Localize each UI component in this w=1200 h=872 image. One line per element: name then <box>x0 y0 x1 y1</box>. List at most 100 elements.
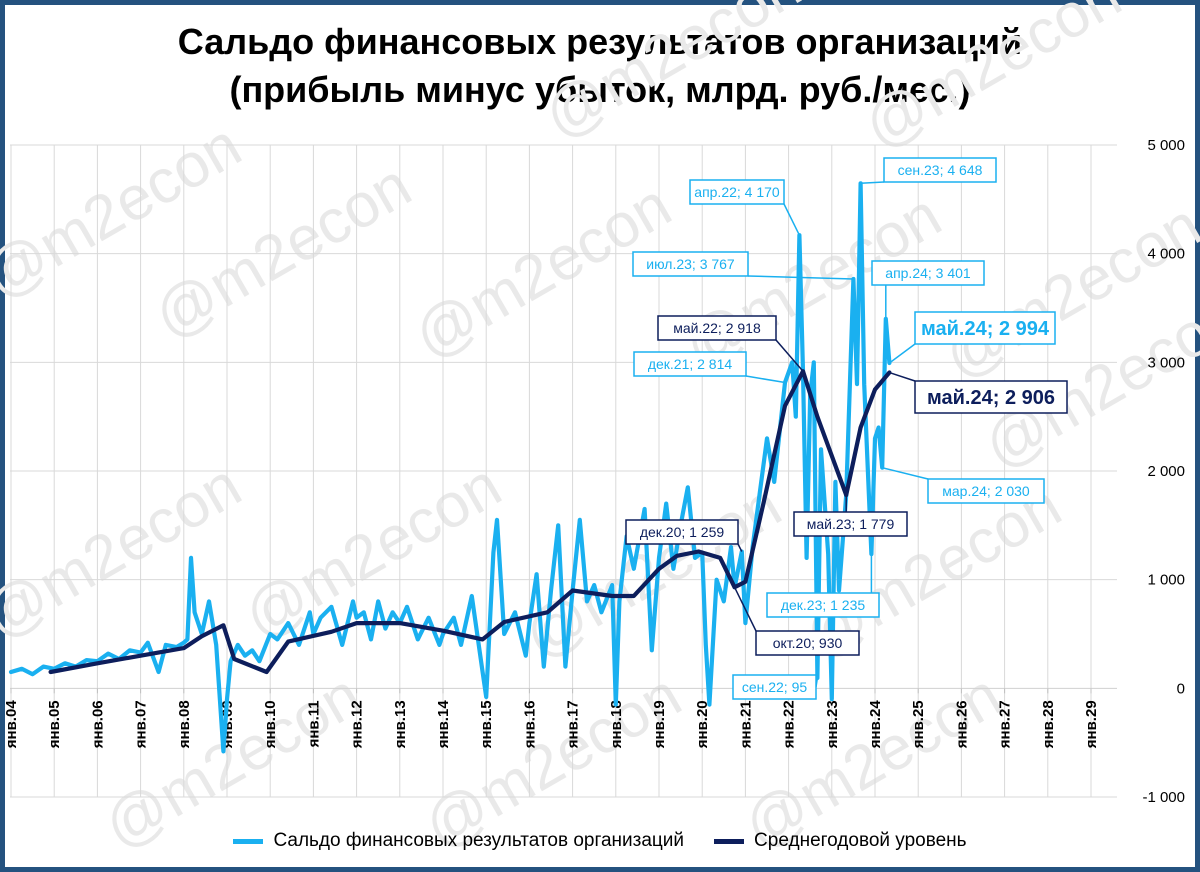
chart-title: Сальдо финансовых результатов организаци… <box>0 18 1200 114</box>
annotation-box <box>871 260 985 286</box>
annotation-callout: май.23; 1 779 <box>793 511 908 537</box>
annotation-label: сен.23; 4 648 <box>898 162 983 178</box>
annotation-leader <box>888 343 916 364</box>
x-tick-label: янв.28 <box>1040 700 1057 748</box>
x-tick-label: янв.18 <box>608 700 625 748</box>
annotation-label: мар.24; 2 030 <box>942 483 1030 499</box>
x-tick-label: янв.05 <box>46 700 63 748</box>
annotation-box <box>766 592 880 618</box>
legend-item-monthly: Сальдо финансовых результатов организаци… <box>233 830 684 852</box>
annotation-callout: май.24; 2 906 <box>914 380 1068 414</box>
x-tick-label: янв.19 <box>651 700 668 748</box>
x-tick-label: янв.15 <box>478 700 495 748</box>
annotation-label: июл.23; 3 767 <box>646 256 735 272</box>
annotation-label: май.24; 2 906 <box>927 387 1055 409</box>
x-tick-label: янв.17 <box>565 700 582 748</box>
annotation-box <box>927 478 1045 504</box>
annotation-label: апр.24; 3 401 <box>885 265 971 281</box>
annotation-label: сен.22; 95 <box>742 679 808 695</box>
annotation-box <box>625 519 739 545</box>
legend-swatch-monthly <box>233 838 264 844</box>
annotation-labels: апр.22; 4 170 сен.23; 4 648 июл.23; 3 767 а… <box>625 157 1068 700</box>
annotation-box <box>914 380 1068 414</box>
title-line-1: Сальдо финансовых результатов организаци… <box>177 21 1023 62</box>
annotation-box <box>657 315 777 341</box>
annotation-label: май.22; 2 918 <box>673 320 761 336</box>
y-tick-label: -1 000 <box>1142 789 1185 806</box>
annotation-callout: июл.23; 3 767 <box>632 251 749 277</box>
legend: Сальдо финансовых результатов организаци… <box>0 826 1200 856</box>
annotation-leader <box>775 339 804 372</box>
annotation-label: дек.23; 1 235 <box>781 597 866 613</box>
annotation-callout: май.22; 2 918 <box>657 315 777 341</box>
x-tick-label: янв.21 <box>737 700 754 748</box>
y-tick-label: 5 000 <box>1147 137 1185 154</box>
x-tick-label: янв.16 <box>521 700 538 748</box>
y-tick-label: 1 000 <box>1147 572 1185 589</box>
annotation-label: окт.20; 930 <box>773 635 843 651</box>
legend-label-monthly: Сальдо финансовых результатов организаци… <box>273 830 685 851</box>
y-axis: 5 000 4 000 3 000 2 000 1 000 0 -1 000 <box>1142 137 1185 806</box>
series-line-average <box>48 369 892 675</box>
series-line-monthly <box>8 181 892 754</box>
annotation-leader <box>882 467 929 480</box>
annotation-label: май.24; 2 994 <box>921 318 1050 340</box>
x-tick-label: янв.04 <box>3 700 20 749</box>
annotation-label: дек.20; 1 259 <box>640 524 725 540</box>
x-tick-label: янв.07 <box>133 700 150 748</box>
annotation-callout: апр.24; 3 401 <box>871 260 985 286</box>
y-tick-label: 2 000 <box>1147 463 1185 480</box>
annotation-box <box>793 511 908 537</box>
annotation-leader <box>745 375 786 384</box>
annotation-leader <box>783 203 801 236</box>
x-tick-label: янв.08 <box>176 700 193 748</box>
x-tick-label: янв.23 <box>824 700 841 748</box>
annotation-box <box>689 179 785 205</box>
annotation-label: май.23; 1 779 <box>807 516 895 532</box>
annotation-leader <box>747 275 854 280</box>
x-tick-label: янв.26 <box>953 700 970 748</box>
annotation-box <box>633 351 747 377</box>
x-tick-label: янв.20 <box>694 700 711 748</box>
legend-label-average: Среднегодовой уровень <box>754 830 967 851</box>
annotation-box <box>755 630 860 656</box>
title-line-2: (прибыль минус убыток, млрд. руб./мес.) <box>229 69 971 110</box>
annotation-callout: май.24; 2 994 <box>914 311 1056 345</box>
legend-swatch-average <box>714 838 745 844</box>
x-tick-label: янв.12 <box>349 700 366 748</box>
x-tick-label: янв.22 <box>781 700 798 748</box>
annotation-callout: окт.20; 930 <box>755 630 860 656</box>
x-tick-label: янв.27 <box>997 700 1014 748</box>
annotation-callout: сен.22; 95 <box>732 674 817 700</box>
watermark-text: @m2econ <box>853 0 1133 162</box>
annotation-callout: дек.21; 2 814 <box>633 351 747 377</box>
x-tick-label: янв.14 <box>435 700 452 749</box>
annotation-label: апр.22; 4 170 <box>694 184 780 200</box>
annotation-callout: мар.24; 2 030 <box>927 478 1045 504</box>
x-tick-label: янв.25 <box>910 700 927 748</box>
y-tick-label: 4 000 <box>1147 246 1185 263</box>
x-axis: янв.04 янв.05 янв.06 янв.07 янв.08 янв.09 янв.… <box>3 688 1100 748</box>
annotation-box <box>883 157 997 183</box>
x-tick-label: янв.11 <box>305 700 322 747</box>
annotation-leader <box>860 181 885 184</box>
annotation-box <box>732 674 817 700</box>
watermark-text: @m2econ <box>533 0 813 152</box>
annotation-callout: дек.23; 1 235 <box>766 592 880 618</box>
annotation-callout: сен.23; 4 648 <box>883 157 997 183</box>
x-tick-label: янв.13 <box>392 700 409 748</box>
y-tick-label: 3 000 <box>1147 354 1185 371</box>
annotation-box <box>914 311 1056 345</box>
legend-item-average: Среднегодовой уровень <box>714 830 967 852</box>
x-tick-label: янв.10 <box>262 700 279 748</box>
x-tick-label: янв.06 <box>89 700 106 748</box>
series-group <box>8 181 892 754</box>
x-tick-label: янв.29 <box>1083 700 1100 748</box>
annotation-callout: дек.20; 1 259 <box>625 519 739 545</box>
x-tick-label: янв.24 <box>867 700 884 749</box>
annotation-leader <box>889 371 916 382</box>
annotation-leader <box>733 586 757 632</box>
annotation-leader <box>737 543 743 552</box>
annotation-box <box>632 251 749 277</box>
